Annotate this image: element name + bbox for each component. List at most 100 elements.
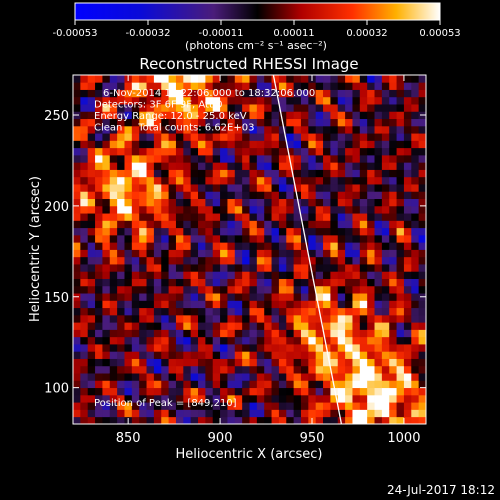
heatmap-cell bbox=[381, 314, 390, 323]
heatmap-cell bbox=[80, 271, 89, 279]
heatmap-cell bbox=[293, 198, 302, 207]
heatmap-cell bbox=[278, 293, 287, 301]
heatmap-cell bbox=[102, 285, 111, 294]
heatmap-cell bbox=[190, 96, 199, 105]
heatmap-cell bbox=[234, 293, 243, 301]
heatmap-cell bbox=[323, 322, 331, 330]
heatmap-cell bbox=[117, 162, 125, 170]
heatmap-cell bbox=[381, 104, 390, 112]
heatmap-cell bbox=[389, 89, 397, 98]
heatmap-cell bbox=[117, 249, 125, 258]
heatmap-cell bbox=[95, 169, 103, 178]
heatmap-cell bbox=[117, 191, 125, 199]
heatmap-cell bbox=[337, 293, 346, 301]
heatmap-cell bbox=[146, 133, 155, 141]
heatmap-cell bbox=[80, 154, 89, 163]
heatmap-cell bbox=[337, 234, 346, 243]
heatmap-cell bbox=[80, 227, 89, 236]
heatmap-cell bbox=[249, 249, 258, 258]
heatmap-cell bbox=[146, 234, 155, 243]
heatmap-cell bbox=[146, 169, 155, 178]
heatmap-cell bbox=[286, 118, 295, 127]
heatmap-cell bbox=[109, 191, 118, 199]
heatmap-cell bbox=[198, 373, 206, 381]
heatmap-cell bbox=[87, 278, 96, 287]
heatmap-cell bbox=[359, 380, 368, 389]
heatmap-cell bbox=[418, 227, 426, 236]
heatmap-cell bbox=[337, 184, 346, 192]
heatmap-cell bbox=[220, 365, 228, 374]
heatmap-cell bbox=[87, 104, 96, 112]
heatmap-cell bbox=[153, 242, 162, 250]
heatmap-cell bbox=[190, 380, 199, 389]
heatmap-cell bbox=[249, 358, 258, 367]
heatmap-cell bbox=[323, 394, 331, 403]
heatmap-cell bbox=[418, 365, 426, 374]
heatmap-cell bbox=[323, 271, 331, 279]
heatmap-cell bbox=[352, 205, 361, 214]
heatmap-cell bbox=[271, 162, 280, 170]
heatmap-cell bbox=[139, 394, 147, 403]
heatmap-cell bbox=[168, 234, 177, 243]
heatmap-cell bbox=[95, 416, 103, 424]
heatmap-cell bbox=[73, 416, 81, 424]
heatmap-cell bbox=[146, 336, 155, 345]
heatmap-cell bbox=[80, 344, 89, 352]
heatmap-cell bbox=[308, 336, 317, 345]
heatmap-cell bbox=[271, 176, 280, 185]
heatmap-cell bbox=[242, 140, 250, 149]
heatmap-cell bbox=[161, 184, 169, 192]
heatmap-cell bbox=[403, 416, 412, 424]
heatmap-cell bbox=[411, 162, 420, 170]
heatmap-cell bbox=[359, 409, 368, 418]
heatmap-cell bbox=[337, 205, 346, 214]
heatmap-cell bbox=[95, 75, 103, 83]
heatmap-cell bbox=[337, 125, 346, 134]
heatmap-cell bbox=[205, 220, 214, 229]
heatmap-cell bbox=[168, 205, 177, 214]
heatmap-cell bbox=[146, 344, 155, 352]
heatmap-cell bbox=[117, 387, 125, 396]
heatmap-cell bbox=[396, 278, 405, 287]
heatmap-cell bbox=[146, 176, 155, 185]
heatmap-cell bbox=[249, 162, 258, 170]
heatmap-cell bbox=[381, 205, 390, 214]
heatmap-cell bbox=[153, 234, 162, 243]
heatmap-cell bbox=[381, 402, 390, 410]
heatmap-cell bbox=[359, 191, 368, 199]
heatmap-cell bbox=[220, 118, 228, 127]
heatmap-cell bbox=[345, 300, 353, 309]
heatmap-cell bbox=[73, 256, 81, 265]
heatmap-cell bbox=[87, 184, 96, 192]
heatmap-cell bbox=[352, 365, 361, 374]
heatmap-cell bbox=[256, 249, 265, 258]
heatmap-cell bbox=[87, 394, 96, 403]
heatmap-cell bbox=[337, 329, 346, 338]
heatmap-cell bbox=[315, 336, 324, 345]
heatmap-cell bbox=[389, 111, 397, 120]
heatmap-cell bbox=[418, 329, 426, 338]
heatmap-cell bbox=[242, 329, 250, 338]
heatmap-cell bbox=[293, 242, 302, 250]
heatmap-cell bbox=[183, 322, 192, 330]
heatmap-cell bbox=[396, 249, 405, 258]
heatmap-cell bbox=[271, 322, 280, 330]
heatmap-cell bbox=[300, 351, 309, 359]
heatmap-cell bbox=[403, 89, 412, 98]
heatmap-cell bbox=[212, 380, 221, 389]
heatmap-cell bbox=[264, 380, 272, 389]
heatmap-cell bbox=[330, 205, 339, 214]
heatmap-cell bbox=[168, 271, 177, 279]
heatmap-cell bbox=[249, 111, 258, 120]
heatmap-cell bbox=[300, 242, 309, 250]
heatmap-cell bbox=[389, 220, 397, 229]
heatmap-cell bbox=[264, 111, 272, 120]
heatmap-cell bbox=[337, 402, 346, 410]
heatmap-cell bbox=[73, 351, 81, 359]
heatmap-cell bbox=[323, 111, 331, 120]
heatmap-cell bbox=[300, 205, 309, 214]
heatmap-cell bbox=[300, 373, 309, 381]
heatmap-cell bbox=[249, 416, 258, 424]
heatmap-cell bbox=[374, 213, 383, 221]
heatmap-cell bbox=[95, 176, 103, 185]
